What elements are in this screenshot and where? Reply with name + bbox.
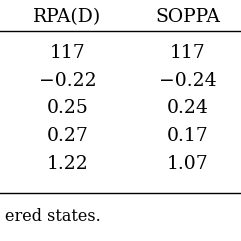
Text: ered states.: ered states. <box>5 208 100 225</box>
Text: 0.27: 0.27 <box>47 127 88 145</box>
Text: −0.24: −0.24 <box>159 72 217 90</box>
Text: 117: 117 <box>170 44 206 62</box>
Text: 117: 117 <box>50 44 85 62</box>
Text: −0.22: −0.22 <box>39 72 96 90</box>
Text: 1.22: 1.22 <box>47 155 88 173</box>
Text: 1.07: 1.07 <box>167 155 209 173</box>
Text: SOPPA: SOPPA <box>155 8 221 26</box>
Text: 0.24: 0.24 <box>167 100 209 117</box>
Text: RPA(D): RPA(D) <box>33 8 102 26</box>
Text: 0.17: 0.17 <box>167 127 209 145</box>
Text: 0.25: 0.25 <box>47 100 88 117</box>
